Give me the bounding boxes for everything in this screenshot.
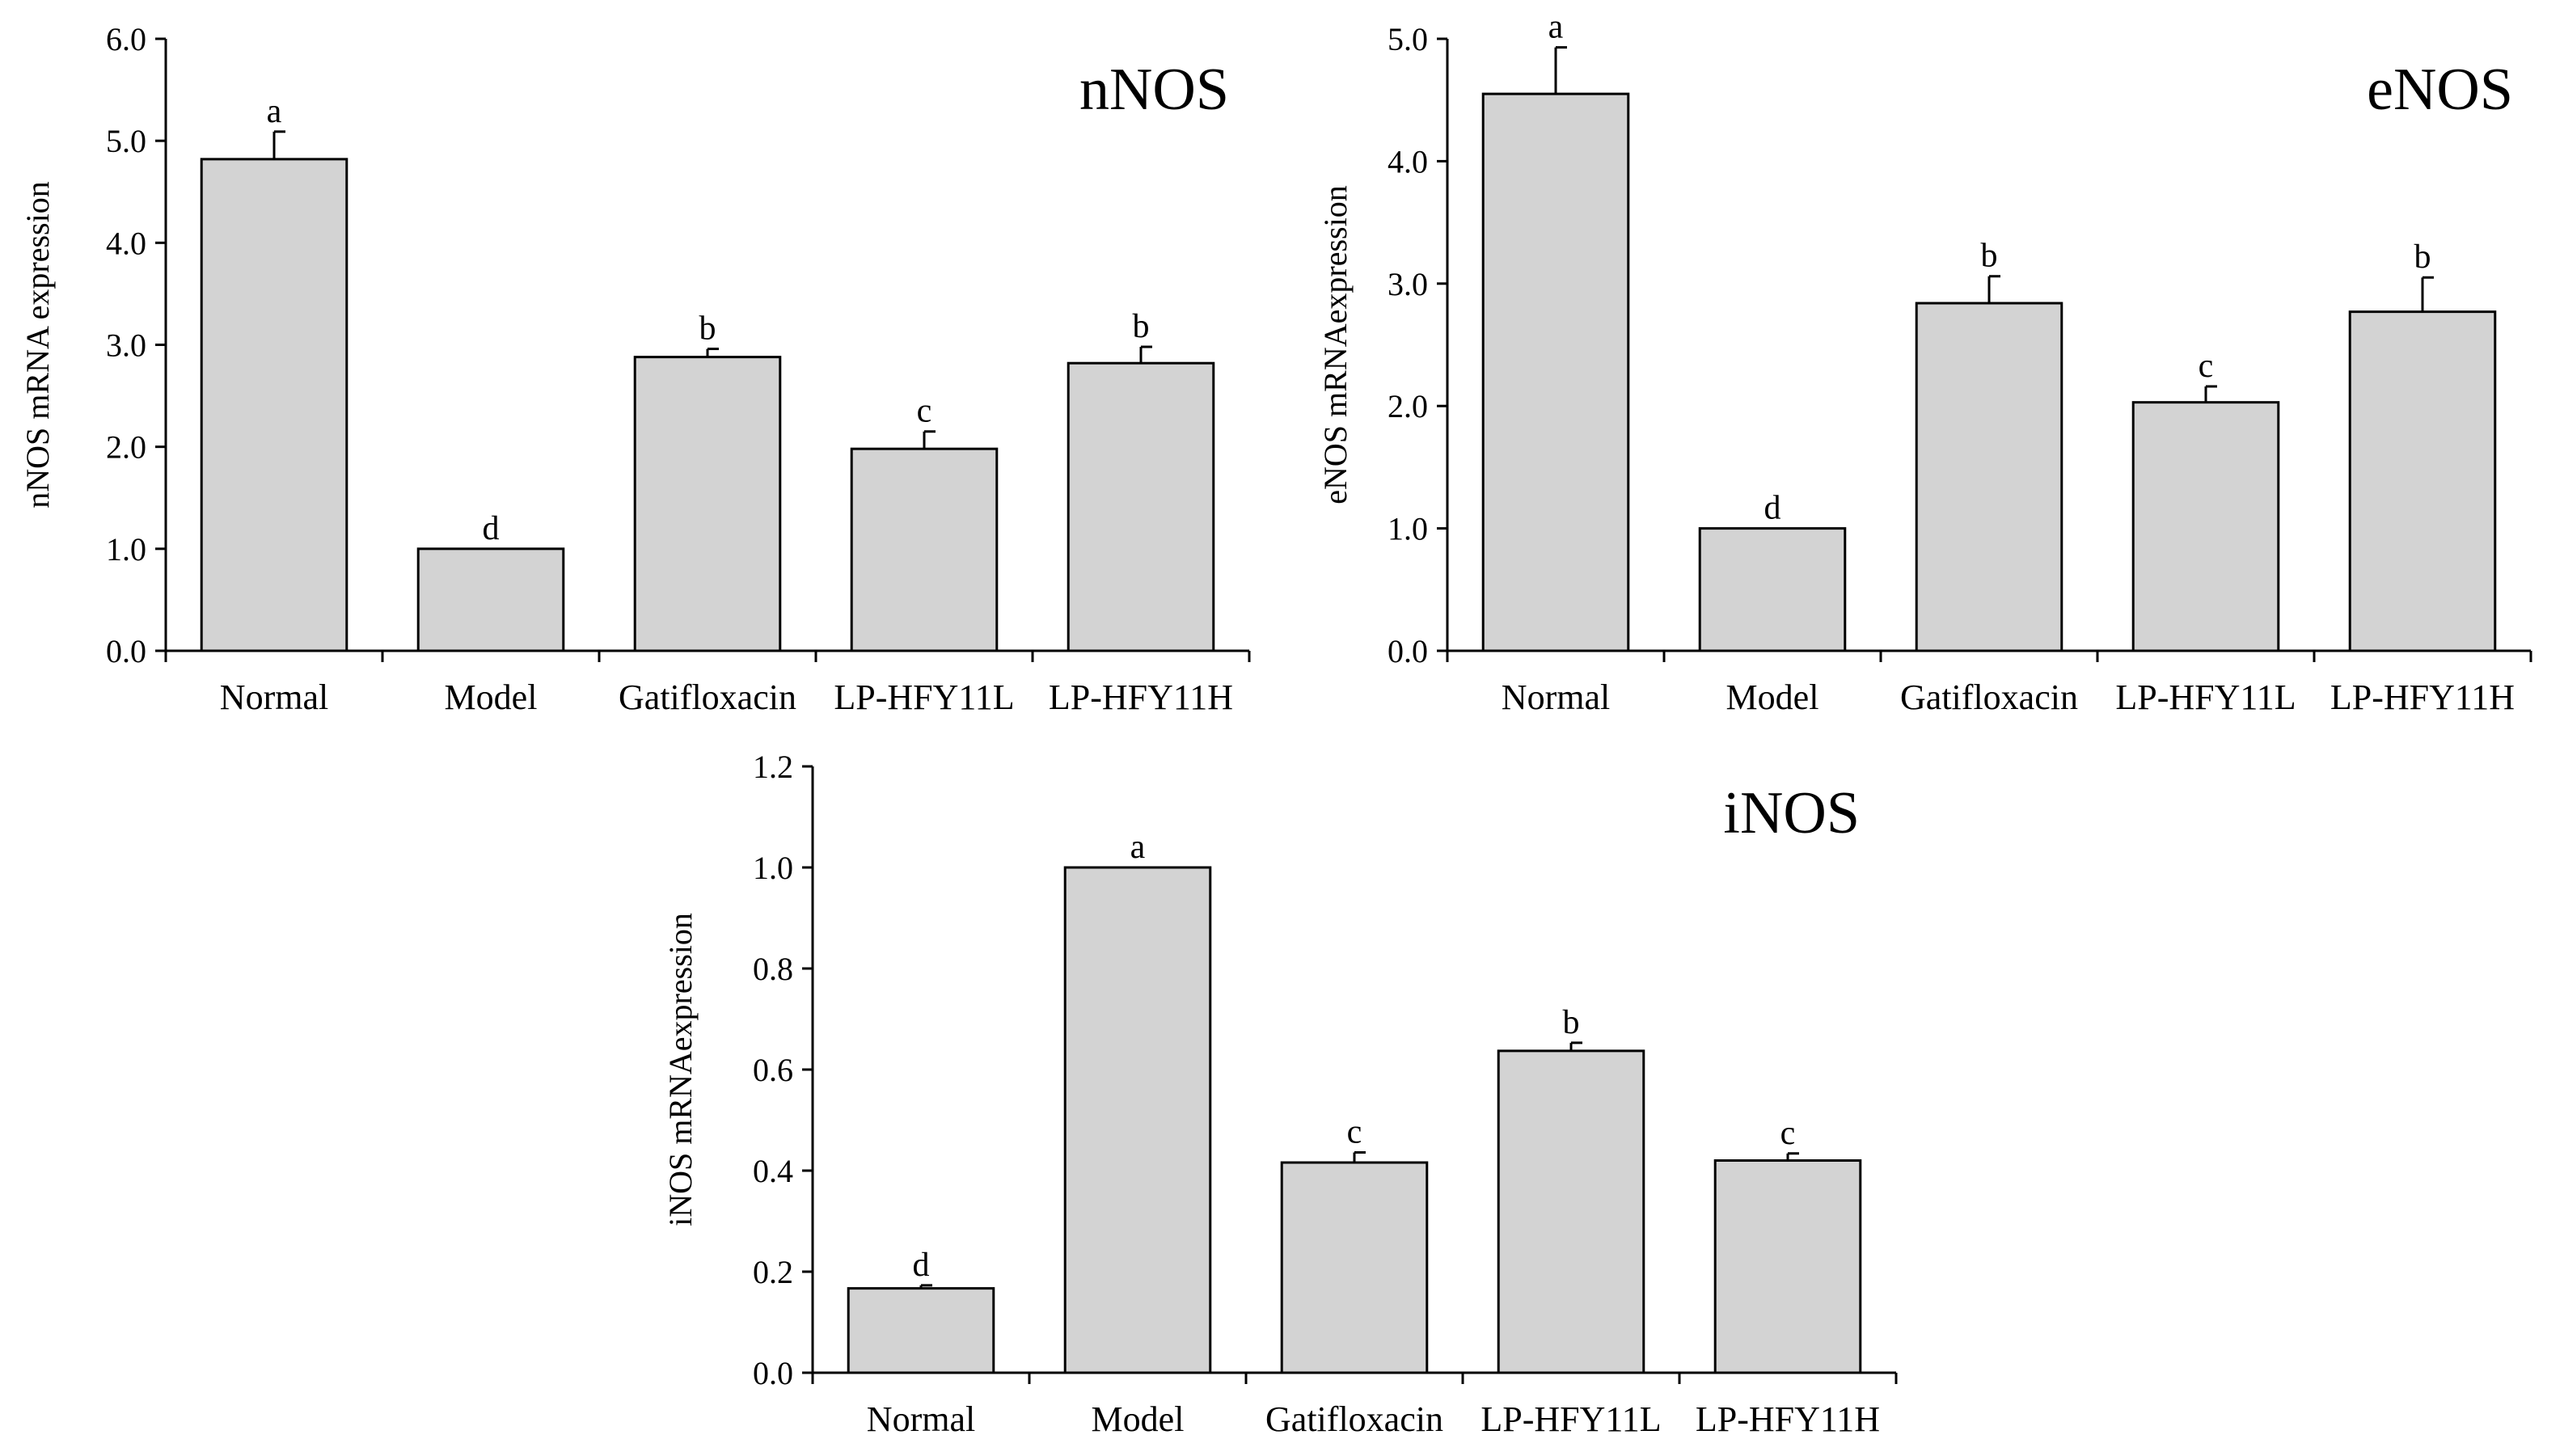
enos-significance-label: a	[1548, 9, 1564, 46]
nnos-bar	[1067, 361, 1215, 652]
inos-y-tick-label: 0.6	[753, 1052, 793, 1088]
nnos-y-tick-label: 1.0	[106, 531, 146, 568]
inos-chart: 0.0 0.2 0.4 0.6 0.8 1.0 1.2 d Normal a Model c Gatif…	[662, 749, 1898, 1439]
enos-significance-label: c	[2199, 348, 2214, 385]
inos-y-tick-label: 1.0	[753, 850, 793, 886]
enos-category-label: Gatifloxacin	[1900, 677, 2078, 717]
inos-bar	[1280, 1161, 1429, 1374]
nnos-significance-label: a	[267, 93, 282, 130]
enos-y-tick-label: 1.0	[1388, 511, 1428, 547]
inos-y-tick-label: 0.8	[753, 951, 793, 987]
enos-y-tick-label: 4.0	[1388, 143, 1428, 179]
inos-category-label: LP-HFY11L	[1481, 1399, 1661, 1439]
inos-y-tick-label: 0.4	[753, 1153, 793, 1189]
enos-y-axis-title: eNOS mRNAexpression	[1317, 185, 1354, 504]
nnos-category-label: LP-HFY11L	[834, 677, 1014, 717]
nnos-y-tick-label: 2.0	[106, 429, 146, 466]
inos-category-label: Gatifloxacin	[1265, 1399, 1443, 1439]
nnos-y-tick-label: 0.0	[106, 633, 146, 669]
inos-bar	[847, 1287, 995, 1374]
enos-y-tick-label: 5.0	[1388, 21, 1428, 57]
inos-y-tick-label: 1.2	[753, 749, 793, 785]
nnos-bar	[416, 547, 565, 652]
enos-chart-title: eNOS	[2367, 57, 2513, 123]
enos-significance-label: b	[2414, 238, 2431, 276]
inos-bar	[1063, 866, 1212, 1374]
nnos-y-axis-title: nNOS mRNA expression	[19, 181, 56, 508]
nnos-significance-label: c	[917, 393, 932, 430]
nnos-category-label: LP-HFY11H	[1049, 677, 1233, 717]
nnos-significance-label: d	[483, 510, 500, 547]
enos-category-label: LP-HFY11H	[2330, 677, 2515, 717]
inos-category-label: LP-HFY11H	[1696, 1399, 1880, 1439]
inos-bar	[1713, 1159, 1862, 1374]
inos-significance-label: d	[913, 1247, 930, 1284]
enos-bar	[1481, 92, 1630, 652]
enos-y-tick-label: 0.0	[1388, 633, 1428, 669]
enos-y-tick-label: 2.0	[1388, 388, 1428, 424]
nnos-y-tick-label: 4.0	[106, 225, 146, 261]
inos-bar	[1497, 1049, 1645, 1374]
nnos-y-tick-label: 5.0	[106, 123, 146, 159]
inos-y-axis-title: iNOS mRNAexpression	[662, 913, 699, 1226]
enos-bar	[2348, 310, 2497, 652]
enos-bar	[2131, 401, 2280, 652]
nnos-significance-label: b	[699, 310, 716, 348]
enos-category-label: Model	[1726, 677, 1819, 717]
inos-y-tick-label: 0.2	[753, 1254, 793, 1290]
nnos-significance-label: b	[1133, 308, 1150, 345]
enos-significance-label: d	[1764, 490, 1781, 527]
inos-significance-label: a	[1130, 829, 1146, 866]
nnos-chart-title: nNOS	[1079, 57, 1229, 123]
nnos-bar	[850, 447, 999, 652]
nnos-category-label: Model	[445, 677, 538, 717]
inos-chart-title: iNOS	[1723, 780, 1860, 846]
nnos-bar	[200, 158, 348, 652]
enos-bar	[1698, 527, 1847, 652]
enos-y-tick-label: 3.0	[1388, 266, 1428, 302]
nnos-y-tick-label: 6.0	[106, 21, 146, 57]
inos-significance-label: b	[1563, 1004, 1580, 1041]
enos-category-label: LP-HFY11L	[2115, 677, 2296, 717]
nnos-bar	[633, 356, 782, 652]
inos-category-label: Model	[1092, 1399, 1185, 1439]
nnos-chart: 0.0 1.0 2.0 3.0 4.0 5.0 6.0 a Normal d Model b Gatif…	[19, 21, 1251, 717]
nnos-category-label: Gatifloxacin	[619, 677, 796, 717]
enos-bar	[1915, 302, 2063, 652]
nnos-category-label: Normal	[220, 677, 328, 717]
inos-significance-label: c	[1780, 1115, 1796, 1152]
inos-y-tick-label: 0.0	[753, 1355, 793, 1391]
enos-significance-label: b	[1981, 238, 1998, 275]
enos-category-label: Normal	[1502, 677, 1610, 717]
inos-significance-label: c	[1347, 1114, 1362, 1151]
enos-chart: 0.0 1.0 2.0 3.0 4.0 5.0 a Normal d Model b Gatiflox…	[1317, 9, 2532, 717]
inos-category-label: Normal	[867, 1399, 975, 1439]
nnos-y-tick-label: 3.0	[106, 327, 146, 364]
